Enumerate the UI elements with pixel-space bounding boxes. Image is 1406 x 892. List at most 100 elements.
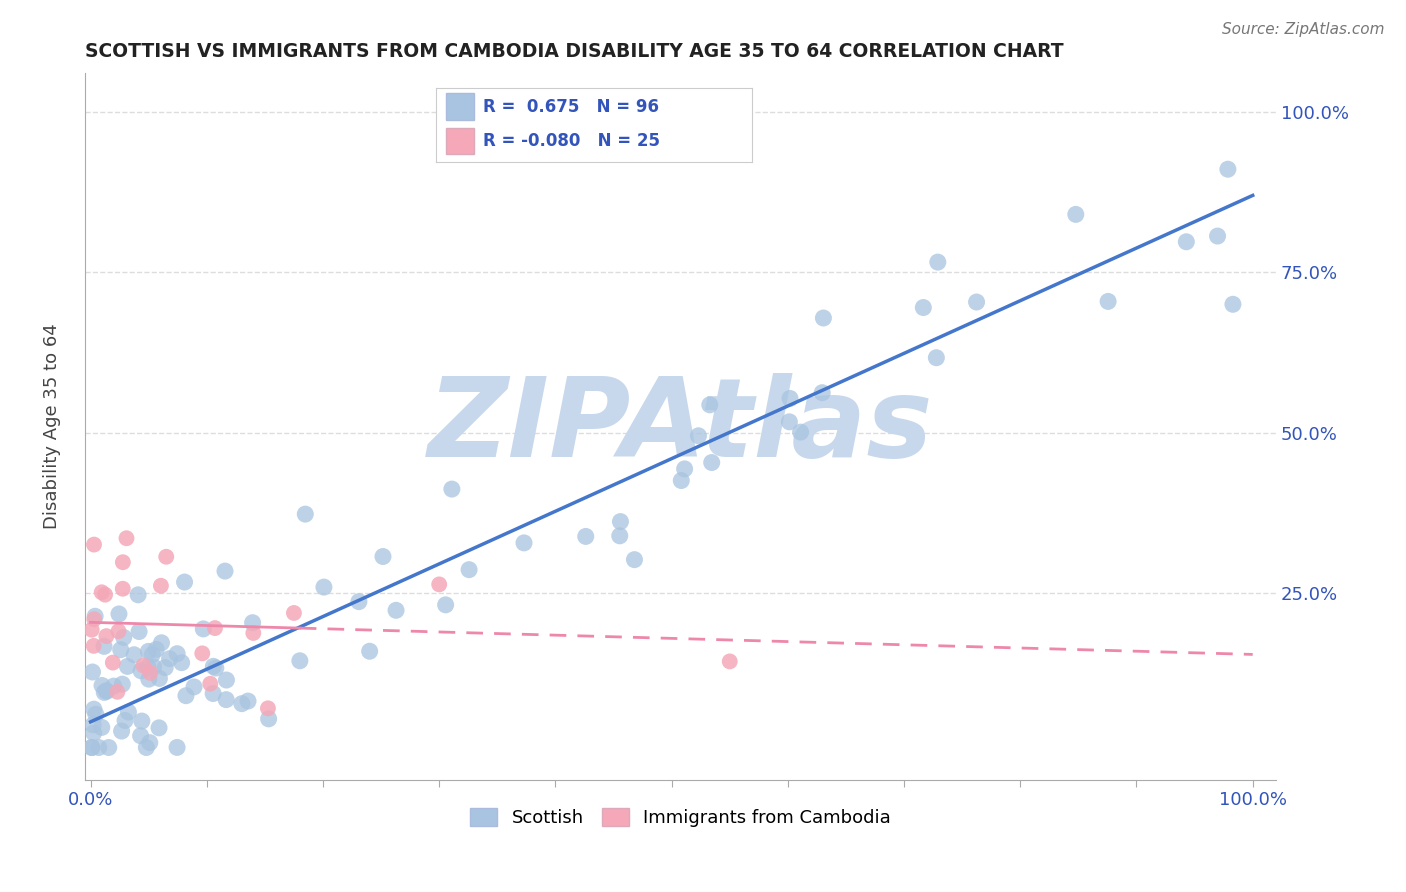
Point: [94, 684, 117, 698]
Point: [101, 656, 124, 670]
Point: [145, 642, 167, 657]
Point: [149, 579, 172, 593]
Point: [718, 654, 741, 668]
Point: [1064, 207, 1087, 221]
Point: [132, 658, 155, 673]
Point: [257, 701, 280, 715]
Point: [110, 642, 132, 657]
Point: [105, 685, 128, 699]
Point: [347, 594, 370, 608]
Legend: Scottish, Immigrants from Cambodia: Scottish, Immigrants from Cambodia: [463, 800, 898, 834]
Point: [96, 684, 118, 698]
Point: [200, 677, 222, 691]
Point: [440, 482, 463, 496]
Point: [202, 659, 225, 673]
Point: [609, 529, 631, 543]
Point: [139, 665, 162, 680]
Point: [166, 647, 188, 661]
Point: [97, 740, 120, 755]
Text: ZIPAtlas: ZIPAtlas: [427, 373, 934, 480]
Point: [288, 654, 311, 668]
Point: [83, 538, 105, 552]
Point: [96, 629, 118, 643]
Point: [183, 680, 205, 694]
Point: [148, 672, 170, 686]
Point: [204, 621, 226, 635]
Point: [671, 474, 693, 488]
Point: [359, 644, 381, 658]
Point: [114, 714, 136, 728]
Point: [84, 707, 107, 722]
Point: [141, 648, 163, 662]
Point: [82, 665, 104, 679]
Point: [166, 740, 188, 755]
Point: [623, 552, 645, 566]
Point: [83, 702, 105, 716]
Point: [115, 531, 138, 545]
Point: [427, 577, 450, 591]
Point: [83, 726, 105, 740]
Point: [688, 429, 710, 443]
Point: [87, 740, 110, 755]
Point: [699, 398, 721, 412]
Point: [131, 714, 153, 728]
Point: [925, 351, 948, 365]
Point: [1175, 235, 1198, 249]
Point: [117, 705, 139, 719]
Point: [813, 311, 835, 326]
Point: [513, 536, 536, 550]
Point: [434, 598, 457, 612]
Point: [193, 622, 215, 636]
Point: [153, 660, 176, 674]
Point: [90, 720, 112, 734]
Point: [174, 689, 197, 703]
Point: [135, 740, 157, 755]
Point: [159, 651, 181, 665]
Point: [242, 615, 264, 630]
Point: [215, 692, 238, 706]
Point: [191, 646, 214, 660]
Point: [150, 636, 173, 650]
Point: [94, 588, 117, 602]
Point: [129, 729, 152, 743]
Point: [778, 415, 800, 429]
Point: [779, 392, 801, 406]
Point: [108, 607, 131, 621]
Point: [575, 529, 598, 543]
Point: [1097, 294, 1119, 309]
Point: [202, 687, 225, 701]
Point: [90, 585, 112, 599]
Point: [789, 425, 811, 439]
Y-axis label: Disability Age 35 to 64: Disability Age 35 to 64: [44, 324, 60, 529]
Point: [173, 575, 195, 590]
Point: [927, 255, 949, 269]
Point: [111, 555, 134, 569]
Point: [1206, 229, 1229, 244]
Point: [155, 549, 177, 564]
Point: [91, 678, 114, 692]
Point: [111, 582, 134, 596]
Point: [673, 462, 696, 476]
Text: SCOTTISH VS IMMIGRANTS FROM CAMBODIA DISABILITY AGE 35 TO 64 CORRELATION CHART: SCOTTISH VS IMMIGRANTS FROM CAMBODIA DIS…: [84, 42, 1063, 61]
Point: [110, 724, 132, 739]
Point: [129, 664, 152, 678]
Point: [117, 659, 139, 673]
Point: [257, 712, 280, 726]
Point: [242, 626, 264, 640]
Point: [83, 639, 105, 653]
Point: [122, 648, 145, 662]
Point: [1216, 162, 1239, 177]
Point: [236, 694, 259, 708]
Point: [127, 588, 149, 602]
Point: [170, 656, 193, 670]
Point: [148, 721, 170, 735]
Point: [458, 563, 481, 577]
Point: [215, 673, 238, 687]
Point: [231, 697, 253, 711]
Point: [80, 623, 103, 637]
Point: [112, 631, 135, 645]
Point: [609, 515, 631, 529]
Point: [82, 718, 104, 732]
Point: [83, 612, 105, 626]
Point: [138, 672, 160, 686]
